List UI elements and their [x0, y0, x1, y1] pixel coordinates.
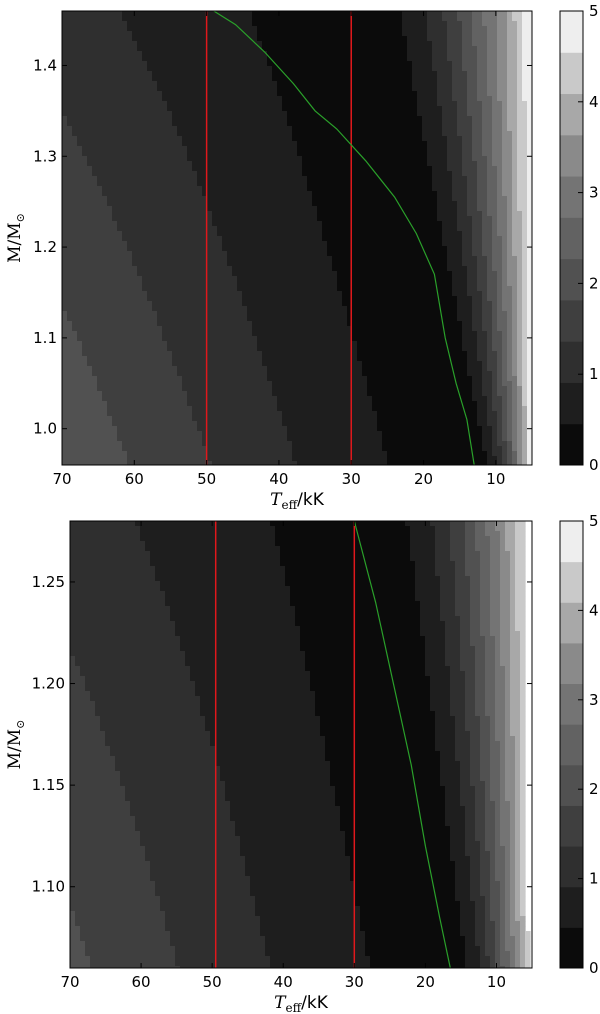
colorbar-tick-label: 0: [589, 959, 599, 977]
colorbar: 0 1 2 3 4 5: [559, 512, 599, 977]
colorbar-band: [560, 11, 583, 53]
y-tick-label: 1.20: [32, 675, 65, 693]
y-axis-label-main: M/M: [5, 729, 25, 770]
x-tick-label: 70: [60, 973, 79, 991]
y-tick-label: 1.15: [32, 776, 65, 794]
colorbar-tick-label: 1: [589, 365, 599, 383]
x-tick-label: 60: [132, 973, 151, 991]
colorbar-band: [560, 134, 583, 177]
colorbar-band: [560, 176, 583, 218]
plot-frame: [61, 10, 533, 466]
colorbar-band: [560, 521, 583, 563]
colorbar-frame: [559, 520, 584, 969]
x-axis-label: Teff/kK: [270, 490, 325, 512]
colorbar-band: [560, 602, 583, 644]
y-axis-label-main: M/M: [5, 222, 25, 263]
colorbar-band: [560, 846, 583, 888]
y-axis-label: M/M⊙: [5, 720, 27, 770]
colorbar-band: [560, 341, 583, 383]
x-tick-label: 30: [345, 973, 364, 991]
colorbar-band: [560, 927, 583, 969]
colorbar-tick-label: 3: [589, 691, 599, 709]
x-tick-label: 20: [414, 470, 433, 488]
colorbar-band: [560, 217, 583, 260]
y-tick-label: 1.25: [32, 573, 65, 591]
x-tick-label: 20: [416, 973, 435, 991]
x-tick-label: 40: [274, 973, 293, 991]
x-axis-label-sub: eff: [281, 498, 298, 512]
colorbar-band: [560, 805, 583, 847]
x-tick-label: 70: [52, 470, 71, 488]
colorbar-tick-label: 1: [589, 870, 599, 888]
x-tick-label: 50: [197, 470, 216, 488]
x-axis-label: Teff/kK: [274, 993, 329, 1014]
chart-panel-2: 70 60 50 40 30 20 101.101.151.201.25Teff/kKM/M…: [5, 512, 599, 1014]
colorbar-frame: [559, 10, 584, 466]
colorbar-band: [560, 886, 583, 928]
colorbar-band: [560, 93, 583, 136]
colorbar-tick-label: 5: [589, 512, 599, 530]
y-tick-label: 1.2: [33, 238, 57, 256]
x-axis-label-unit: /kK: [301, 993, 329, 1013]
x-tick-label: 40: [269, 470, 288, 488]
x-axis-label-symbol: T: [274, 993, 287, 1013]
y-tick-label: 1.3: [33, 147, 57, 165]
colorbar-band: [560, 764, 583, 806]
x-tick-label: 60: [125, 470, 144, 488]
plot-frame: [69, 520, 533, 969]
colorbar-tick-label: 2: [589, 274, 599, 292]
colorbar-band: [560, 642, 583, 685]
colorbar-band: [560, 561, 583, 603]
y-tick-label: 1.10: [32, 878, 65, 896]
contour-field: [70, 521, 531, 968]
colorbar-tick-label: 4: [589, 601, 599, 619]
y-tick-label: 1.0: [33, 420, 57, 438]
colorbar-band: [560, 683, 583, 725]
x-tick-label: 10: [487, 973, 506, 991]
colorbar-band: [560, 299, 583, 342]
colorbar-tick-label: 5: [589, 2, 599, 20]
x-tick-label: 50: [203, 973, 222, 991]
y-tick-label: 1.4: [33, 56, 57, 74]
colorbar-band: [560, 258, 583, 301]
y-tick-label: 1.1: [33, 329, 57, 347]
colorbar-tick-label: 0: [589, 456, 599, 474]
y-axis-label: M/M⊙: [5, 213, 27, 263]
x-axis-label-sub: eff: [285, 1001, 302, 1014]
colorbar-band: [560, 423, 583, 466]
colorbar-band: [560, 52, 583, 95]
colorbar-tick-label: 2: [589, 780, 599, 798]
x-tick-label: 30: [342, 470, 361, 488]
contour-field: [62, 11, 532, 465]
green-curve: [353, 520, 451, 969]
chart-panel-1: 70 60 50 40 30 20 101.01.11.21.31.4Teff/kKM/M⊙…: [5, 2, 599, 512]
y-axis-label-sub: ⊙: [14, 213, 27, 222]
x-tick-label: 10: [486, 470, 505, 488]
colorbar-tick-label: 3: [589, 184, 599, 202]
x-axis-label-symbol: T: [270, 490, 283, 510]
colorbar-tick-label: 4: [589, 93, 599, 111]
colorbar-band: [560, 382, 583, 425]
colorbar-band: [560, 724, 583, 766]
green-curve: [213, 10, 475, 466]
colorbar: 0 1 2 3 4 5: [559, 2, 599, 474]
x-axis-label-unit: /kK: [297, 490, 325, 510]
y-axis-label-sub: ⊙: [14, 720, 27, 729]
